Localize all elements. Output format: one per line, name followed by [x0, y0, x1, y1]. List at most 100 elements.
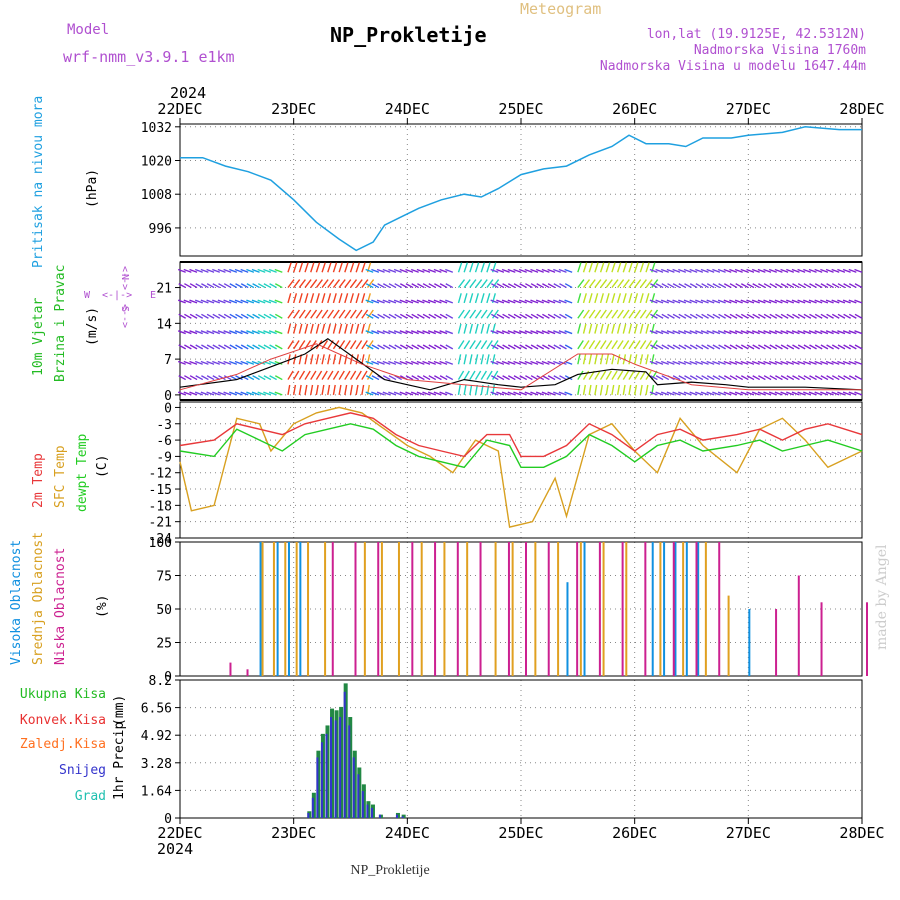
wind-barb [639, 384, 643, 396]
wind-barb [712, 283, 721, 289]
wind-barb [293, 279, 301, 288]
wind-barb [410, 268, 419, 273]
wind-barb [349, 384, 353, 396]
precip-legend: Ukupna Kisa Konvek.Kisa Zaledj.Kisa Snij… [20, 687, 106, 804]
wind-barb [365, 375, 374, 381]
wind-barb [803, 375, 812, 381]
wind-barb [194, 360, 203, 365]
wind-barb [388, 268, 397, 273]
wind-barb [803, 391, 812, 396]
wind-barb [274, 391, 283, 396]
wind-barb [797, 313, 806, 319]
wind-barb [712, 360, 721, 365]
wind-barb [304, 323, 309, 334]
cloud-bar-high [566, 582, 569, 676]
wind-barb [599, 293, 604, 304]
wind-barb [729, 330, 738, 335]
wind-barb [723, 344, 732, 350]
wind-barb [712, 330, 721, 335]
cloud-bar-mid [494, 542, 497, 676]
wind-barb [559, 375, 567, 381]
wind-barb [672, 313, 681, 319]
compass-e: E [150, 290, 156, 301]
wind-barb [689, 375, 698, 381]
wind-barb [769, 313, 778, 319]
wind-barb [729, 313, 738, 319]
wind-barb [201, 375, 209, 381]
wind-barb [752, 344, 761, 350]
wind-barb [463, 279, 471, 288]
wind-barb [650, 344, 658, 350]
wind-barb [200, 268, 209, 273]
wind-barb [206, 268, 215, 273]
wind-barb [780, 268, 789, 273]
wind-barb [553, 283, 562, 289]
wind-barb [195, 375, 204, 381]
temp-2m-line [179, 412, 863, 458]
wind-barb [768, 360, 777, 365]
wind-barb [588, 279, 596, 288]
wind-barb [672, 360, 681, 365]
wind-barb [746, 391, 755, 396]
wind-barb [365, 283, 374, 289]
wind-barb [252, 344, 260, 350]
wind-barb [717, 268, 726, 273]
wind-barb [507, 360, 516, 365]
wind-barb [338, 354, 342, 365]
x-tick-label-top: 26DEC [612, 100, 657, 118]
location-label: lon,lat (19.9125E, 42.5312N) [647, 27, 866, 42]
wind-barb [274, 299, 283, 304]
wind-barb [723, 299, 732, 304]
wind-barb [599, 262, 605, 273]
wind-barb [605, 370, 612, 380]
wind-barb [304, 262, 309, 273]
wind-barb [183, 391, 192, 396]
wind-barb [763, 268, 772, 273]
wind-barb [780, 283, 789, 289]
wind-barb [410, 391, 419, 396]
wind-barb [775, 313, 783, 319]
wind-barb [717, 299, 726, 304]
wind-barb [371, 344, 380, 350]
wind-barb [825, 330, 834, 335]
wind-barb [735, 375, 743, 381]
wind-barb [628, 279, 636, 288]
wind-barb [304, 370, 311, 380]
wind-barb [257, 283, 266, 289]
wind-barb [502, 344, 510, 350]
wind-barb [376, 391, 385, 396]
legend-snow: Snijeg [59, 763, 106, 778]
wind-barb [433, 330, 442, 335]
wind-barb [814, 391, 823, 396]
wind-barb [717, 360, 726, 365]
wind-barb [463, 293, 468, 304]
wind-barb [315, 279, 323, 288]
wind-barb [469, 279, 477, 288]
wind-barb [541, 360, 550, 365]
wind-barb [411, 344, 420, 350]
wind-barb [780, 391, 789, 396]
wind-barb [763, 344, 772, 350]
wind-barb [757, 391, 766, 396]
wind-barb [854, 268, 863, 273]
wind-barb [605, 293, 610, 304]
wind-barb [541, 268, 550, 273]
wind-barb [848, 268, 857, 273]
wind-barb [486, 340, 493, 350]
wind-barb [251, 330, 260, 335]
wind-barb [184, 313, 192, 319]
wind-barb [463, 384, 467, 396]
wind-barb [689, 313, 698, 319]
wind-barb [660, 268, 670, 273]
wind-barb [791, 268, 800, 273]
wind-barb [842, 391, 851, 396]
wind-barb [672, 283, 681, 289]
wind-barb [371, 391, 380, 396]
precip-bar-snow [334, 720, 337, 818]
wind-barb [524, 391, 533, 396]
wind-barb [588, 384, 592, 396]
wind-barb [542, 313, 550, 319]
wind-barb [315, 384, 319, 396]
wind-barb [212, 268, 221, 273]
wind-barb [399, 268, 408, 273]
